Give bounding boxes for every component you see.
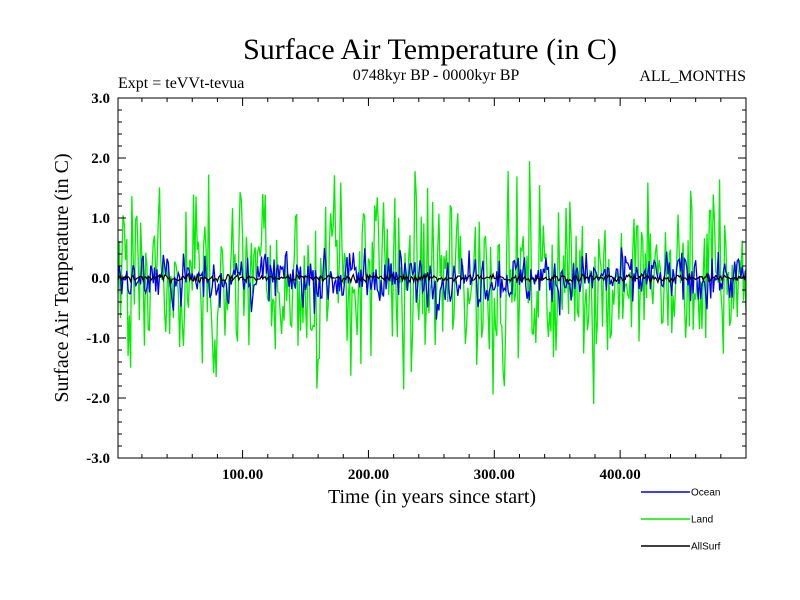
y-tick-label: 3.0: [91, 91, 110, 107]
chart-subtitle-right: ALL_MONTHS: [639, 68, 746, 85]
legend: Ocean Land AllSurf: [641, 488, 721, 553]
x-tick-label: 100.00: [222, 467, 263, 483]
y-tick-label: -2.0: [86, 391, 110, 407]
y-axis-label: Surface Air Temperature (in C): [51, 153, 73, 402]
legend-label-allsurf: AllSurf: [691, 542, 721, 553]
x-tick-labels: 100.00 200.00 300.00 400.00: [222, 467, 641, 483]
ticks-layer: [118, 97, 746, 459]
chart-subtitle-center: 0748kyr BP - 0000kyr BP: [353, 67, 520, 84]
y-tick-label: 1.0: [91, 211, 110, 227]
y-tick-label: 2.0: [91, 151, 110, 167]
chart-title: Surface Air Temperature (in C): [243, 33, 617, 66]
x-tick-label: 200.00: [348, 467, 389, 483]
series-line-allsurf: [117, 272, 747, 285]
x-axis-label: Time (in years since start): [328, 486, 536, 508]
x-tick-label: 300.00: [474, 467, 515, 483]
x-tick-label: 400.00: [600, 467, 641, 483]
chart-subtitle-left: Expt = teVVt-tevua: [118, 75, 244, 92]
y-tick-labels: 3.0 2.0 1.0 0.0 -1.0 -2.0 -3.0: [86, 91, 110, 467]
legend-label-land: Land: [691, 515, 713, 526]
y-tick-label: -3.0: [86, 451, 110, 467]
legend-label-ocean: Ocean: [691, 488, 720, 499]
y-tick-label: 0.0: [91, 271, 110, 287]
series-layer: [117, 161, 747, 405]
y-tick-label: -1.0: [86, 331, 110, 347]
series-line-land: [117, 161, 747, 405]
series-line-ocean: [117, 247, 747, 320]
